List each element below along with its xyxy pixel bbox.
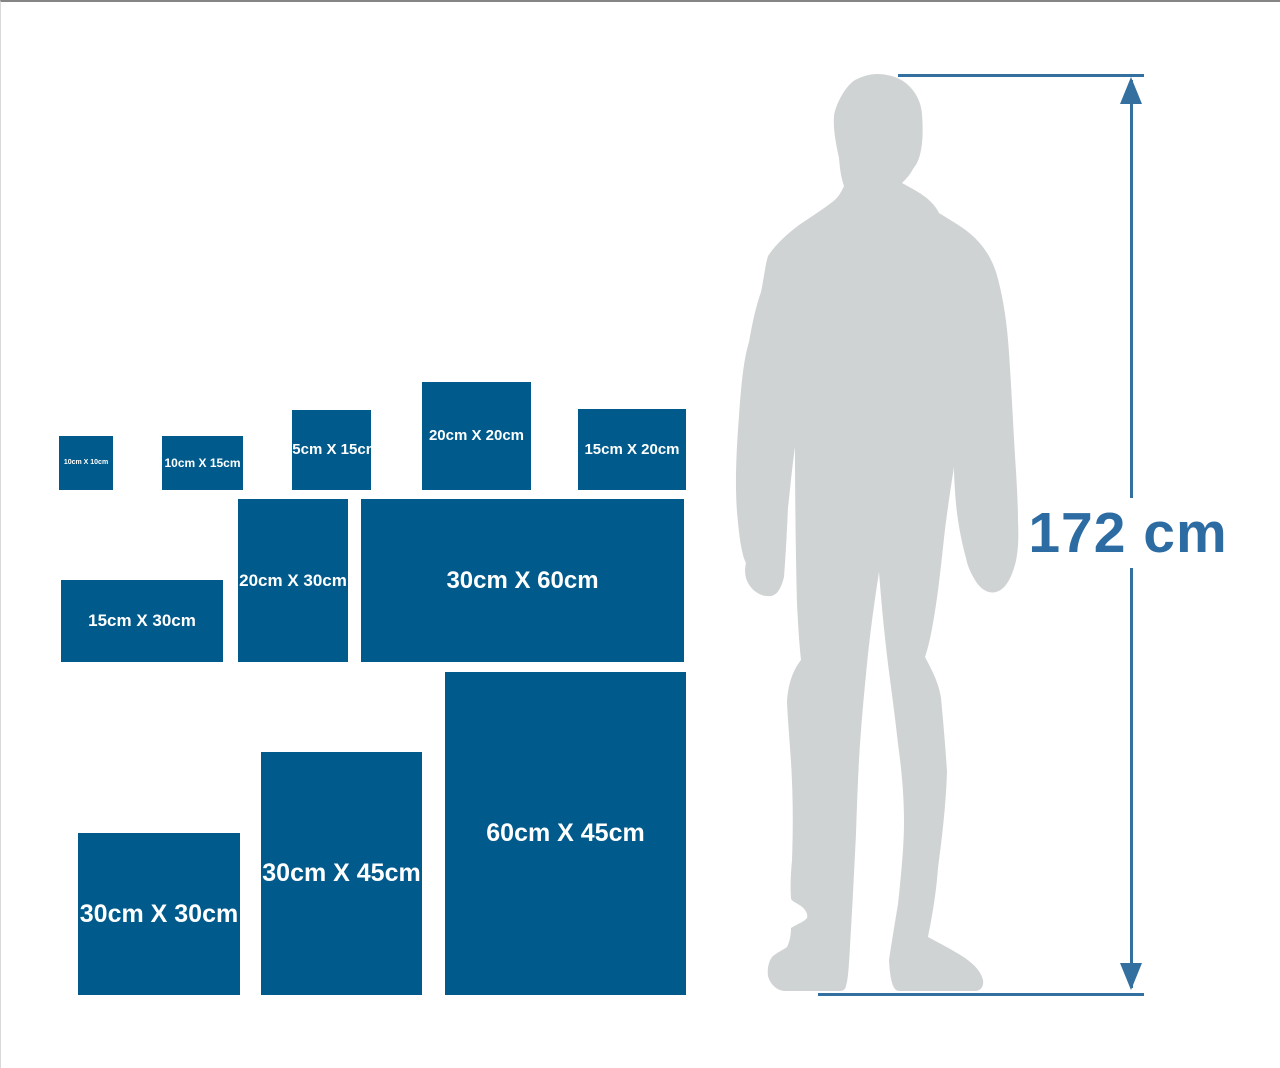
size-box: 10cm X 10cm	[59, 436, 113, 490]
size-box: 20cm X 20cm	[422, 382, 531, 490]
size-box-label: 15cm X 15cm	[283, 441, 380, 459]
size-box: 20cm X 30cm	[238, 499, 348, 662]
size-box-label: 20cm X 20cm	[428, 427, 525, 445]
size-box-label: 15cm X 20cm	[584, 440, 680, 458]
size-box: 60cm X 45cm	[445, 672, 686, 995]
size-box: 15cm X 30cm	[61, 580, 223, 662]
size-box: 30cm X 60cm	[361, 499, 684, 662]
person-height-label: 172 cm	[1020, 498, 1236, 568]
size-box: 30cm X 45cm	[261, 752, 422, 995]
height-measure-bottom-tick	[818, 993, 1144, 996]
size-box-label: 10cm X 10cm	[63, 459, 109, 467]
height-measure-top-tick	[898, 74, 1144, 77]
size-box: 15cm X 20cm	[578, 409, 686, 490]
size-box: 10cm X 15cm	[162, 436, 243, 490]
size-box-label: 10cm X 15cm	[164, 455, 241, 470]
size-box-label: 20cm X 30cm	[239, 570, 347, 590]
arrow-down-icon	[1120, 963, 1142, 990]
person-silhouette-path	[735, 74, 1019, 991]
size-box-label: 30cm X 60cm	[446, 566, 599, 594]
person-silhouette	[735, 74, 1019, 991]
size-box-label: 60cm X 45cm	[486, 819, 645, 848]
size-box-label: 30cm X 45cm	[262, 859, 421, 888]
size-box: 30cm X 30cm	[78, 833, 240, 995]
size-box: 15cm X 15cm	[284, 410, 379, 490]
arrow-up-icon	[1120, 77, 1142, 104]
size-box-label: 15cm X 30cm	[88, 611, 196, 631]
size-box-label: 30cm X 30cm	[79, 899, 239, 928]
